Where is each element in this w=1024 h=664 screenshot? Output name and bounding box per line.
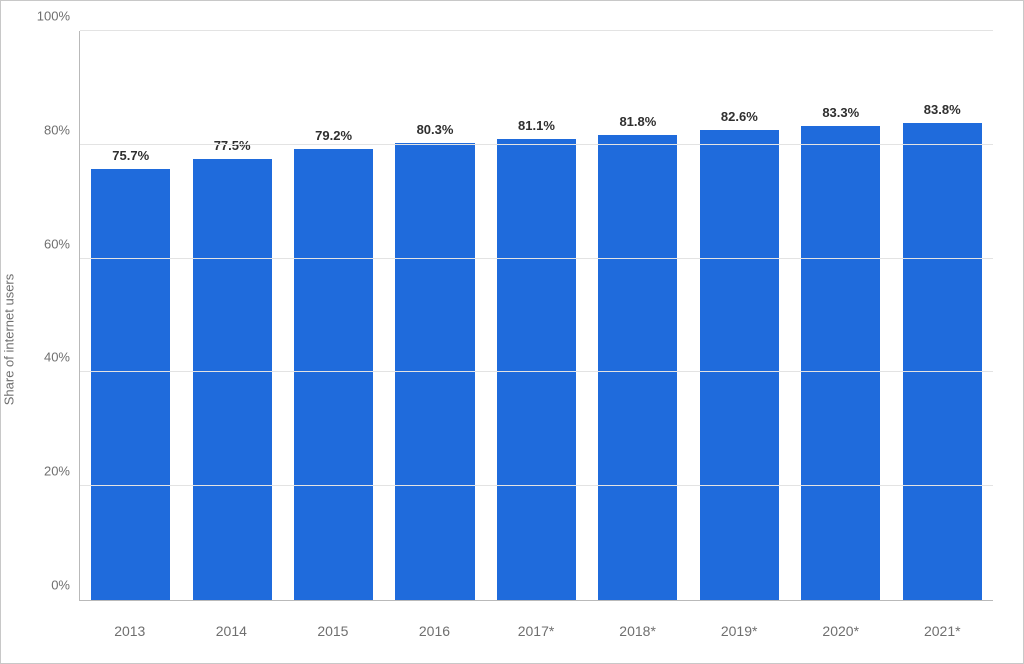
x-tick-label: 2019* (688, 623, 790, 639)
bar: 83.3% (801, 126, 880, 600)
bar-slot: 75.7% (80, 31, 181, 600)
bar-slot: 81.8% (587, 31, 688, 600)
y-tick-label: 0% (51, 578, 70, 593)
y-tick-label: 40% (44, 350, 70, 365)
y-tick-label: 20% (44, 464, 70, 479)
bar: 81.8% (598, 135, 677, 600)
x-tick-label: 2016 (384, 623, 486, 639)
bar-slot: 81.1% (486, 31, 587, 600)
bars-row: 75.7% 77.5% 79.2% 80.3% 81.1% 81.8% 82.6% 83.3%… (80, 31, 993, 600)
bar-value-label: 81.8% (619, 114, 656, 129)
gridline (80, 485, 993, 486)
x-tick-label: 2015 (282, 623, 384, 639)
bar-value-label: 83.8% (924, 102, 961, 117)
bar: 79.2% (294, 149, 373, 600)
x-tick-label: 2017* (485, 623, 587, 639)
bar: 83.8% (903, 123, 982, 600)
gridline (80, 144, 993, 145)
chart-frame: Share of internet users 75.7% 77.5% 79.2% 8… (0, 0, 1024, 664)
bar-value-label: 83.3% (822, 105, 859, 120)
bar: 82.6% (700, 130, 779, 600)
bar-slot: 79.2% (283, 31, 384, 600)
bar-value-label: 80.3% (417, 122, 454, 137)
x-tick-label: 2021* (892, 623, 994, 639)
gridline (80, 30, 993, 31)
bar-value-label: 77.5% (214, 138, 251, 153)
plot-inner: 75.7% 77.5% 79.2% 80.3% 81.1% 81.8% 82.6% 83.3%… (79, 31, 993, 601)
y-tick-label: 60% (44, 236, 70, 251)
bar-slot: 83.8% (892, 31, 993, 600)
bar: 81.1% (497, 139, 576, 600)
plot-area: 75.7% 77.5% 79.2% 80.3% 81.1% 81.8% 82.6% 83.3%… (79, 31, 993, 601)
bar-slot: 83.3% (790, 31, 891, 600)
x-tick-label: 2018* (587, 623, 689, 639)
x-axis-labels: 20132014201520162017*2018*2019*2020*2021… (79, 623, 993, 639)
gridline (80, 371, 993, 372)
bar-value-label: 82.6% (721, 109, 758, 124)
gridline (80, 258, 993, 259)
bar-slot: 77.5% (181, 31, 282, 600)
bar-slot: 80.3% (384, 31, 485, 600)
bar: 77.5% (193, 159, 272, 600)
y-axis-label: Share of internet users (2, 274, 17, 406)
x-tick-label: 2014 (181, 623, 283, 639)
bar-value-label: 79.2% (315, 128, 352, 143)
bar-value-label: 81.1% (518, 118, 555, 133)
bar-value-label: 75.7% (112, 148, 149, 163)
bar-slot: 82.6% (689, 31, 790, 600)
y-tick-label: 100% (37, 9, 70, 24)
y-tick-label: 80% (44, 122, 70, 137)
x-tick-label: 2013 (79, 623, 181, 639)
bar: 75.7% (91, 169, 170, 600)
x-tick-label: 2020* (790, 623, 892, 639)
